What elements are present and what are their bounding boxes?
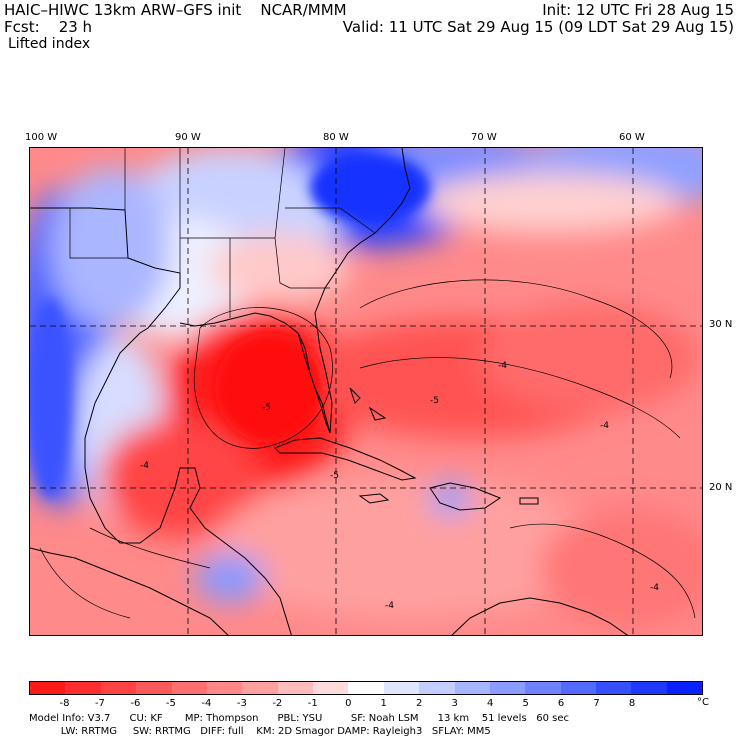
colorbar-swatch	[454, 682, 490, 694]
model-info-line2: LW: RRTMG SW: RRTMG DIFF: full KM: 2D Sm…	[29, 726, 491, 737]
contour-labels: -5 -4 -4 -5 -4 -4 -4 -5	[140, 361, 659, 611]
colorbar-tick-label: -4	[201, 698, 212, 709]
colorbar-swatch	[313, 682, 349, 694]
init-time: Init: 12 UTC Fri 28 Aug 15	[542, 1, 734, 19]
map-canvas: -5 -4 -4 -5 -4 -4 -4 -5	[30, 148, 702, 635]
model-info-line1: Model Info: V3.7 CU: KF MP: Thompson PBL…	[29, 713, 569, 724]
lat-label-30n: 30 N	[709, 319, 733, 330]
field-shading	[30, 148, 702, 628]
colorbar-unit: °C	[697, 697, 709, 708]
colorbar-swatch	[136, 682, 172, 694]
colorbar-swatch	[100, 682, 137, 694]
field-name: Lifted index	[8, 36, 91, 52]
colorbar-tick-label: -7	[94, 698, 105, 709]
lifted-index-map: -5 -4 -4 -5 -4 -4 -4 -5	[29, 147, 703, 636]
lon-label-70w: 70 W	[471, 132, 497, 143]
colorbar-swatch	[525, 682, 561, 694]
contour-label: -5	[430, 396, 439, 406]
colorbar-swatch	[65, 682, 101, 694]
lat-label-20n: 20 N	[709, 482, 733, 493]
lon-label-60w: 60 W	[619, 132, 645, 143]
colorbar-swatch	[242, 682, 278, 694]
colorbar-tick-label: -8	[59, 698, 70, 709]
colorbar	[29, 681, 703, 695]
contour-label: -5	[262, 403, 271, 413]
colorbar-tick-label: 0	[345, 698, 352, 709]
colorbar-swatch	[489, 682, 526, 694]
colorbar-tick-label: 7	[593, 698, 600, 709]
colorbar-tick-label: 5	[522, 698, 529, 709]
field-detail	[30, 153, 430, 498]
coastlines	[30, 148, 629, 635]
colorbar-tick-label: 1	[380, 698, 387, 709]
contour-label: -4	[600, 421, 609, 431]
contour-label: -5	[330, 471, 339, 481]
contour-label: -4	[140, 461, 149, 471]
lon-label-80w: 80 W	[323, 132, 349, 143]
colorbar-tick-label: -6	[130, 698, 141, 709]
colorbar-swatch	[560, 682, 596, 694]
valid-time: Valid: 11 UTC Sat 29 Aug 15 (09 LDT Sat …	[342, 18, 734, 36]
model-title: HAIC–HIWC 13km ARW–GFS init NCAR/MMM	[4, 1, 347, 19]
graticule	[30, 148, 702, 635]
colorbar-swatch	[277, 682, 313, 694]
colorbar-tick-label: 6	[557, 698, 565, 709]
colorbar-tick-label: -1	[307, 698, 318, 709]
colorbar-swatch	[171, 682, 207, 694]
colorbar-swatch	[631, 682, 667, 694]
colorbar-tick-label: -2	[272, 698, 283, 709]
colorbar-tick-label: 4	[486, 698, 494, 709]
colorbar-tick-label: 8	[628, 698, 636, 709]
colorbar-swatch	[206, 682, 243, 694]
colorbar-tick-label: -3	[236, 698, 247, 709]
colorbar-tick-label: 3	[451, 698, 458, 709]
lon-label-100w: 100 W	[25, 132, 58, 143]
colorbar-swatch	[30, 682, 66, 694]
state-borders	[69, 148, 376, 318]
colorbar-tick-label: 2	[416, 698, 423, 709]
forecast-hour: Fcst: 23 h	[4, 18, 93, 36]
lon-label-90w: 90 W	[175, 132, 201, 143]
colorbar-swatch	[419, 682, 455, 694]
contour-label: -4	[650, 583, 659, 593]
contours	[39, 279, 696, 619]
colorbar-swatch	[383, 682, 420, 694]
colorbar-swatch	[666, 682, 703, 694]
contour-label: -4	[385, 601, 394, 611]
colorbar-swatch	[348, 682, 384, 694]
colorbar-swatch	[596, 682, 632, 694]
colorbar-tick-label: -5	[165, 698, 176, 709]
contour-label: -4	[498, 361, 507, 371]
